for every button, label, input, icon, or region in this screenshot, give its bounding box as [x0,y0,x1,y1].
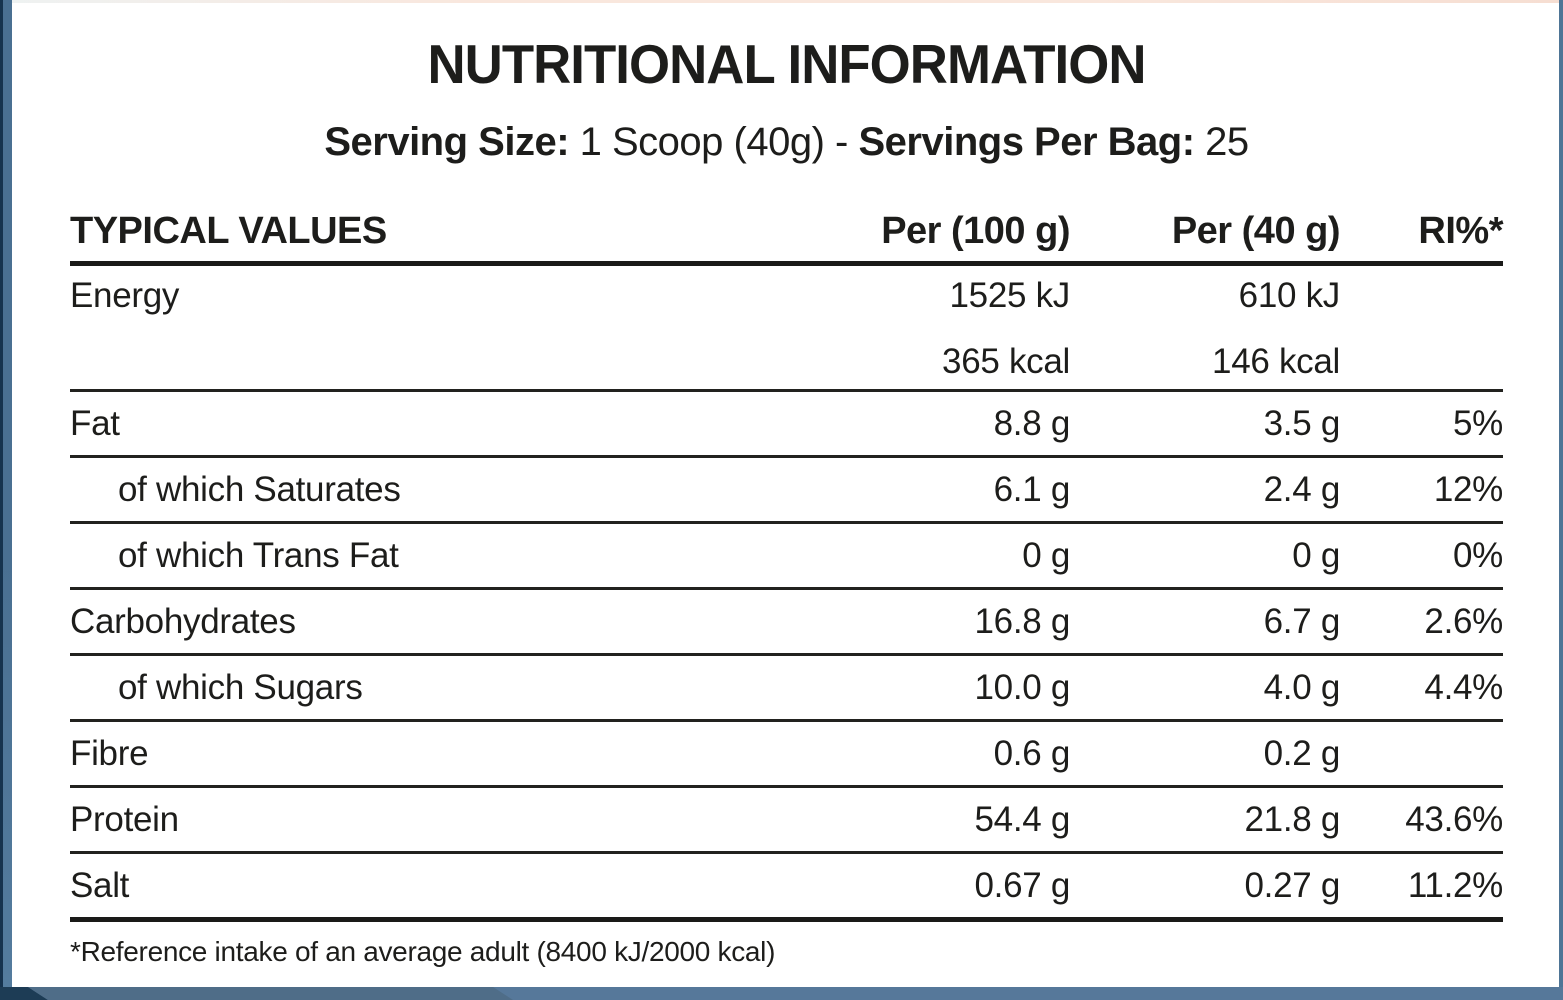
energy-ri-cell [1340,266,1503,276]
table-row-fibre: Fibre 0.6 g 0.2 g [70,722,1503,788]
value-ri-percent: 12% [1433,469,1503,509]
row-label: Protein [70,799,179,839]
table-row-carbohydrates: Carbohydrates 16.8 g 6.7 g 2.6% [70,590,1503,656]
energy-per-100g-cell: 1525 kJ 365 kcal [770,266,1070,382]
top-edge-decoration [0,0,1563,3]
row-label: of which Trans Fat [118,535,399,575]
label-content: NUTRITIONAL INFORMATION Serving Size: 1 … [70,0,1504,968]
header-typical-values: TYPICAL VALUES [70,210,387,252]
value-ri-percent: 2.6% [1424,601,1503,641]
serving-size-label: Serving Size: [324,120,570,164]
value-per-40g: 2.4 g [1263,469,1341,509]
serving-separator: - [835,120,859,164]
table-row-protein: Protein 54.4 g 21.8 g 43.6% [70,788,1503,854]
value-per-100g: 54.4 g [974,799,1070,839]
energy-per-100g-kcal: 365 kcal [942,342,1070,381]
value-per-100g: 6.1 g [993,469,1071,509]
servings-per-bag-value: 25 [1194,120,1249,164]
right-edge-blue-stripe [1559,0,1563,1000]
page-title: NUTRITIONAL INFORMATION [427,33,1146,95]
bottom-edge-blue-strip [0,987,1563,1000]
table-header-row: TYPICAL VALUES Per (100 g) Per (40 g) RI… [70,207,1504,266]
row-label: Energy [70,276,180,315]
left-edge-blue-stripe [3,0,12,1000]
row-label: Fibre [70,733,149,773]
header-per-40g: Per (40 g) [1171,210,1341,252]
serving-size-value: 1 Scoop (40g) [569,120,836,164]
value-per-100g: 0.67 g [974,865,1070,905]
table-row-sugars: of which Sugars 10.0 g 4.0 g 4.4% [70,656,1503,722]
value-per-40g: 3.5 g [1263,403,1341,443]
value-ri-percent: 0% [1453,535,1503,575]
value-ri-percent: 5% [1453,403,1503,443]
energy-per-40g-kcal: 146 kcal [1212,342,1340,381]
servings-per-bag-label: Servings Per Bag: [858,120,1195,164]
value-per-40g: 6.7 g [1263,601,1341,641]
value-ri-percent: 43.6% [1405,799,1503,839]
value-per-100g: 0 g [1022,535,1070,575]
energy-per-40g-kj: 610 kJ [1238,276,1341,315]
value-ri-percent: 4.4% [1424,667,1503,707]
value-per-40g: 0.27 g [1244,865,1340,905]
value-ri-percent: 11.2% [1407,865,1503,905]
table-row-energy: Energy 1525 kJ 365 kcal 610 kJ 146 kcal [70,266,1503,392]
bottom-edge-mid-segment [28,987,513,1000]
energy-per-40g-cell: 610 kJ 146 kcal [1070,266,1340,382]
table-row-trans-fat: of which Trans Fat 0 g 0 g 0% [70,524,1503,590]
left-edge-navy-stripe [0,0,3,1000]
energy-per-100g-kj: 1525 kJ [949,276,1071,315]
value-per-100g: 0.6 g [993,733,1071,773]
row-label: of which Sugars [118,667,363,707]
table-row-salt: Salt 0.67 g 0.27 g 11.2% [70,854,1503,922]
value-per-40g: 21.8 g [1244,799,1340,839]
reference-intake-footnote: *Reference intake of an average adult (8… [70,936,776,967]
row-label: Fat [70,403,120,443]
row-label: Salt [70,865,130,905]
value-per-40g: 0 g [1292,535,1340,575]
value-per-40g: 0.2 g [1263,733,1341,773]
table-row-saturates: of which Saturates 6.1 g 2.4 g 12% [70,458,1503,524]
row-label: of which Saturates [118,469,401,509]
value-per-100g: 16.8 g [974,601,1070,641]
value-per-100g: 10.0 g [974,667,1070,707]
value-per-40g: 4.0 g [1263,667,1341,707]
header-ri-percent: RI%* [1418,210,1503,252]
table-row-fat: Fat 8.8 g 3.5 g 5% [70,392,1503,458]
row-label: Carbohydrates [70,601,296,641]
nutrition-table: TYPICAL VALUES Per (100 g) Per (40 g) RI… [70,207,1504,922]
serving-info-line: Serving Size: 1 Scoop (40g) - Servings P… [70,120,1503,165]
value-per-100g: 8.8 g [993,403,1071,443]
header-per-100g: Per (100 g) [881,210,1070,252]
